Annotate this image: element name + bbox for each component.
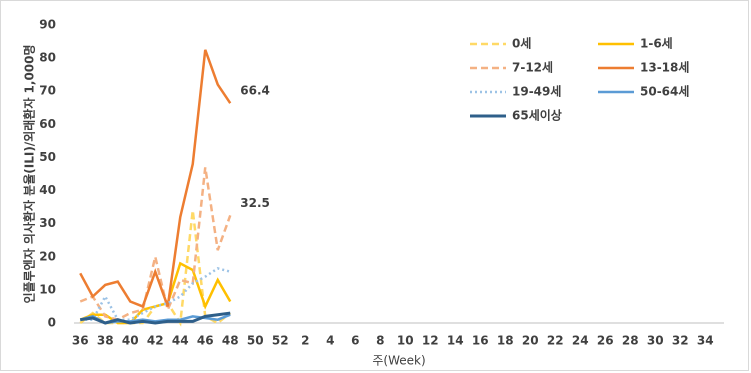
legend-label: 50-64세 (640, 84, 689, 99)
y-axis-title: 인플루엔자 의사환자 분율(ILI)/외래환자 1,000명 (22, 44, 37, 303)
x-tick-label: 46 (197, 334, 214, 348)
x-tick-label: 22 (547, 334, 564, 348)
x-tick-label: 30 (647, 334, 664, 348)
series-line (80, 311, 231, 325)
x-tick-label: 8 (376, 334, 384, 348)
legend-label: 19-49세 (512, 84, 561, 99)
y-tick-label: 90 (39, 18, 56, 32)
x-tick-label: 40 (122, 334, 139, 348)
y-tick-label: 10 (39, 282, 56, 296)
x-tick-label: 20 (522, 334, 539, 348)
x-axis-title: 주(Week) (372, 354, 425, 368)
x-tick-label: 50 (247, 334, 264, 348)
y-tick-label: 80 (39, 51, 56, 65)
x-tick-label: 24 (572, 334, 589, 348)
legend-label: 65세이상 (512, 108, 562, 123)
x-tick-label: 48 (222, 334, 239, 348)
x-tick-label: 18 (497, 334, 514, 348)
x-tick-label: 52 (272, 334, 289, 348)
x-tick-label: 14 (447, 334, 464, 348)
y-tick-label: 20 (39, 249, 56, 263)
y-tick-label: 70 (39, 84, 56, 98)
x-tick-label: 16 (472, 334, 489, 348)
y-tick-label: 50 (39, 150, 56, 164)
series-line (80, 267, 231, 321)
x-tick-label: 32 (672, 334, 689, 348)
legend-label: 0세 (512, 36, 531, 51)
x-tick-label: 6 (351, 334, 359, 348)
series-line (79, 167, 232, 322)
legend-label: 7-12세 (512, 60, 553, 75)
x-tick-label: 34 (697, 334, 714, 348)
x-tick-label: 38 (97, 334, 114, 348)
y-tick-label: 60 (39, 117, 56, 131)
x-tick-label: 12 (422, 334, 439, 348)
x-tick-label: 26 (597, 334, 614, 348)
legend-label: 1-6세 (640, 36, 673, 51)
y-tick-label: 30 (39, 216, 56, 230)
x-tick-label: 4 (326, 334, 334, 348)
x-tick-label: 2 (301, 334, 309, 348)
y-tick-label: 40 (39, 183, 56, 197)
x-tick-label: 10 (397, 334, 414, 348)
y-tick-label: 0 (48, 316, 56, 330)
series-line (79, 49, 232, 309)
data-label: 32.5 (240, 196, 270, 210)
x-tick-label: 42 (147, 334, 164, 348)
x-tick-label: 28 (622, 334, 639, 348)
data-label: 66.4 (240, 84, 270, 98)
x-tick-label: 36 (72, 334, 89, 348)
x-tick-label: 44 (172, 334, 189, 348)
legend-label: 13-18세 (640, 60, 689, 75)
